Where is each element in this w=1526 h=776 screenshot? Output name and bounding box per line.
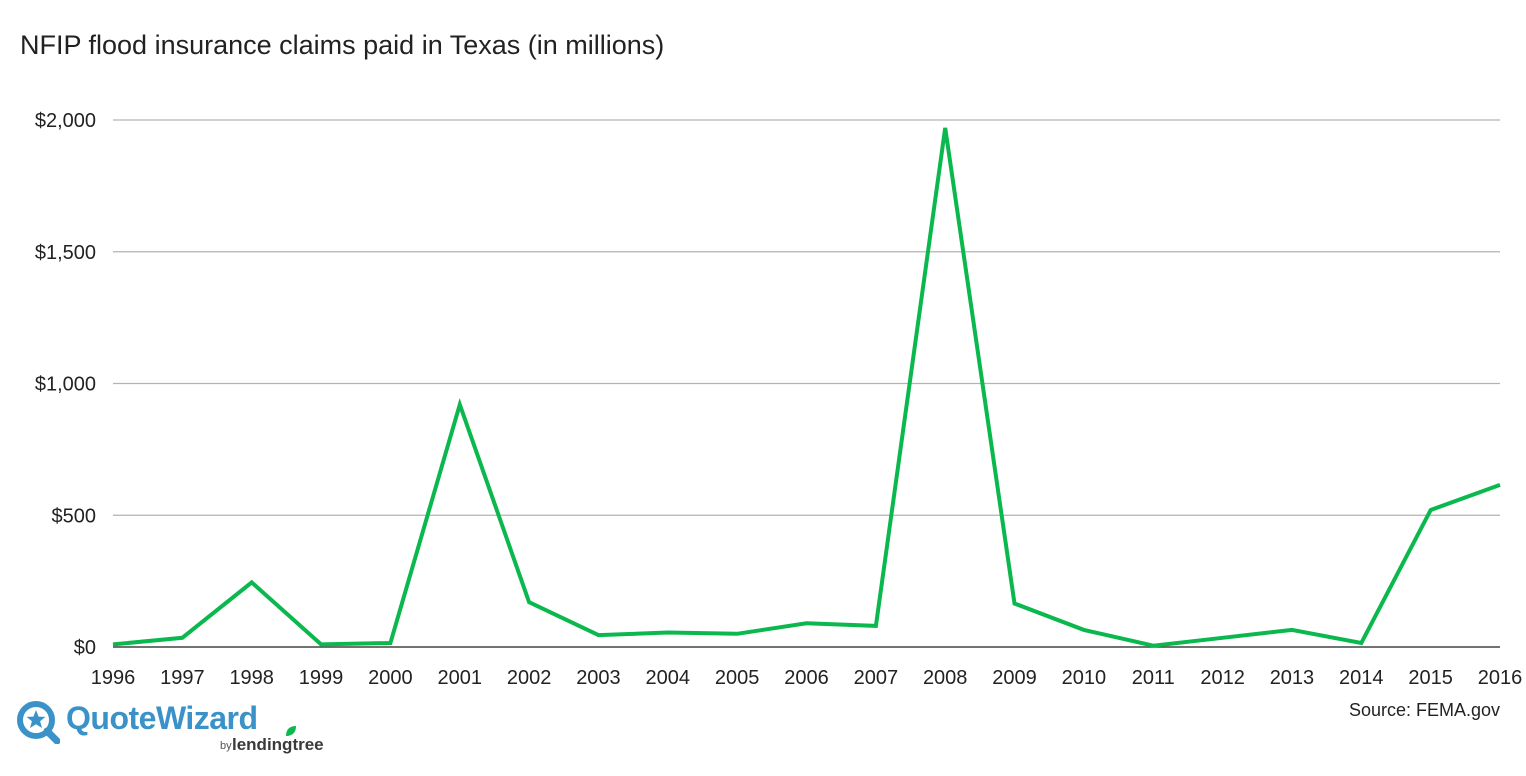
- brand-parent-name: lendingtree: [232, 735, 324, 754]
- x-tick-label: 2002: [507, 667, 552, 689]
- x-tick-label: 2009: [992, 667, 1037, 689]
- x-tick-label: 2016: [1478, 667, 1523, 689]
- chart-title: NFIP flood insurance claims paid in Texa…: [20, 30, 665, 60]
- y-tick-label: $0: [74, 637, 96, 659]
- quotewizard-logo: QuoteWizard by lendingtree: [16, 700, 346, 760]
- series-line: [112, 127, 1501, 648]
- x-tick-label: 2013: [1270, 667, 1315, 689]
- y-axis-tick-labels: $0 $500 $1,000 $1,500 $2,000: [35, 110, 96, 659]
- x-tick-label: 2007: [854, 667, 899, 689]
- source-note: Source: FEMA.gov: [1348, 700, 1500, 720]
- x-tick-label: 1996: [91, 667, 136, 689]
- brand-by-label: by: [220, 740, 232, 752]
- gridlines: [113, 119, 1500, 648]
- x-tick-label: 1997: [160, 667, 205, 689]
- x-tick-label: 1998: [229, 667, 274, 689]
- x-tick-label: 2004: [646, 667, 691, 689]
- brand-name: QuoteWizard: [66, 700, 258, 736]
- series-layer: [112, 127, 1501, 648]
- y-tick-label: $1,000: [35, 374, 96, 396]
- x-tick-label: 2003: [576, 667, 621, 689]
- x-tick-label: 2006: [784, 667, 829, 689]
- x-tick-label: 1999: [299, 667, 344, 689]
- x-tick-label: 2012: [1200, 667, 1245, 689]
- x-tick-label: 2011: [1132, 667, 1175, 689]
- leaf-icon: [286, 726, 296, 736]
- y-tick-label: $2,000: [35, 110, 96, 132]
- x-tick-label: 2008: [923, 667, 968, 689]
- x-axis-tick-labels: 1996 1997 1998 1999 2000 2001 2002 2003 2004 2005…: [91, 667, 1523, 689]
- x-tick-label: 2001: [438, 667, 483, 689]
- x-tick-label: 2000: [368, 667, 413, 689]
- y-tick-label: $1,500: [35, 242, 96, 264]
- x-tick-label: 2015: [1408, 667, 1453, 689]
- wizard-star-icon: [17, 701, 60, 744]
- x-tick-label: 2014: [1339, 667, 1384, 689]
- y-tick-label: $500: [52, 505, 97, 527]
- x-tick-label: 2010: [1062, 667, 1107, 689]
- x-tick-label: 2005: [715, 667, 760, 689]
